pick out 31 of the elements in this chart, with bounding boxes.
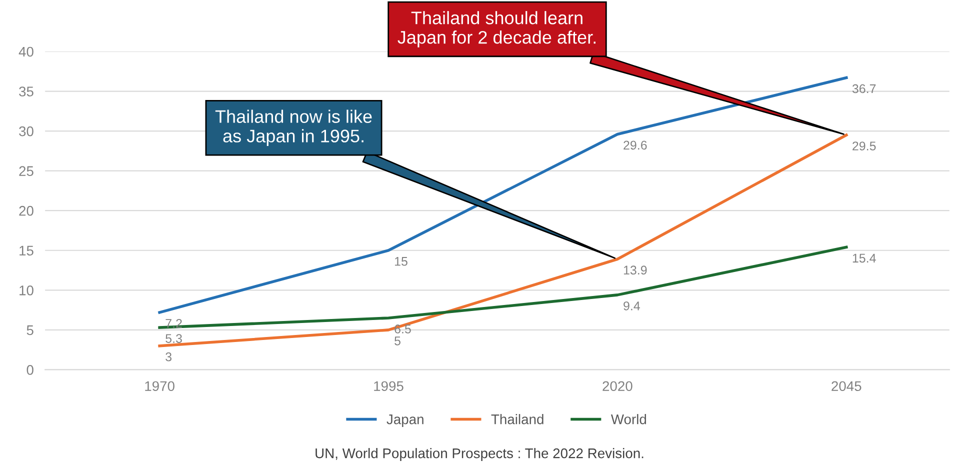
annotation: Thailand should learn Japan for 2 decade after.: [398, 11, 596, 48]
y-tick-label: 30: [19, 126, 34, 136]
data-label: 5.3: [166, 334, 182, 343]
data-label: 29.6: [624, 140, 647, 150]
annotation: Thailand now is like as Japan in 1995.: [215, 110, 372, 146]
legend-label: Thailand: [491, 414, 544, 424]
data-label: 15.4: [852, 254, 876, 263]
y-tick-label: 40: [18, 46, 34, 57]
y-tick-label: 35: [19, 86, 34, 96]
x-tick-label: 2045: [832, 381, 862, 392]
text: UN, World Population Prospects : The 2022 Revision.: [316, 448, 644, 461]
data-label: 5: [394, 336, 400, 346]
line-series: [158, 76, 848, 314]
data-label: 13.9: [624, 266, 647, 275]
legend-label: World: [610, 414, 646, 424]
data-label: 3: [166, 352, 172, 362]
y-tick-label: 20: [19, 206, 34, 216]
data-label: 36.7: [852, 84, 876, 94]
y-tick-label: 10: [20, 285, 34, 296]
x-tick-label: 1970: [145, 381, 174, 392]
data-label: 15: [395, 257, 408, 266]
data-label: 6.5: [394, 324, 411, 334]
data-label: 29.5: [852, 142, 876, 150]
y-tick-label: 5: [26, 325, 34, 336]
x-tick-label: 1995: [374, 381, 404, 392]
data-label: 9.4: [624, 301, 640, 310]
y-tick-label: 15: [20, 246, 34, 256]
y-tick-label: 0: [26, 365, 34, 375]
legend-label: Japan: [386, 414, 424, 427]
y-tick-label: 25: [19, 166, 34, 176]
x-tick-label: 2020: [602, 381, 632, 392]
